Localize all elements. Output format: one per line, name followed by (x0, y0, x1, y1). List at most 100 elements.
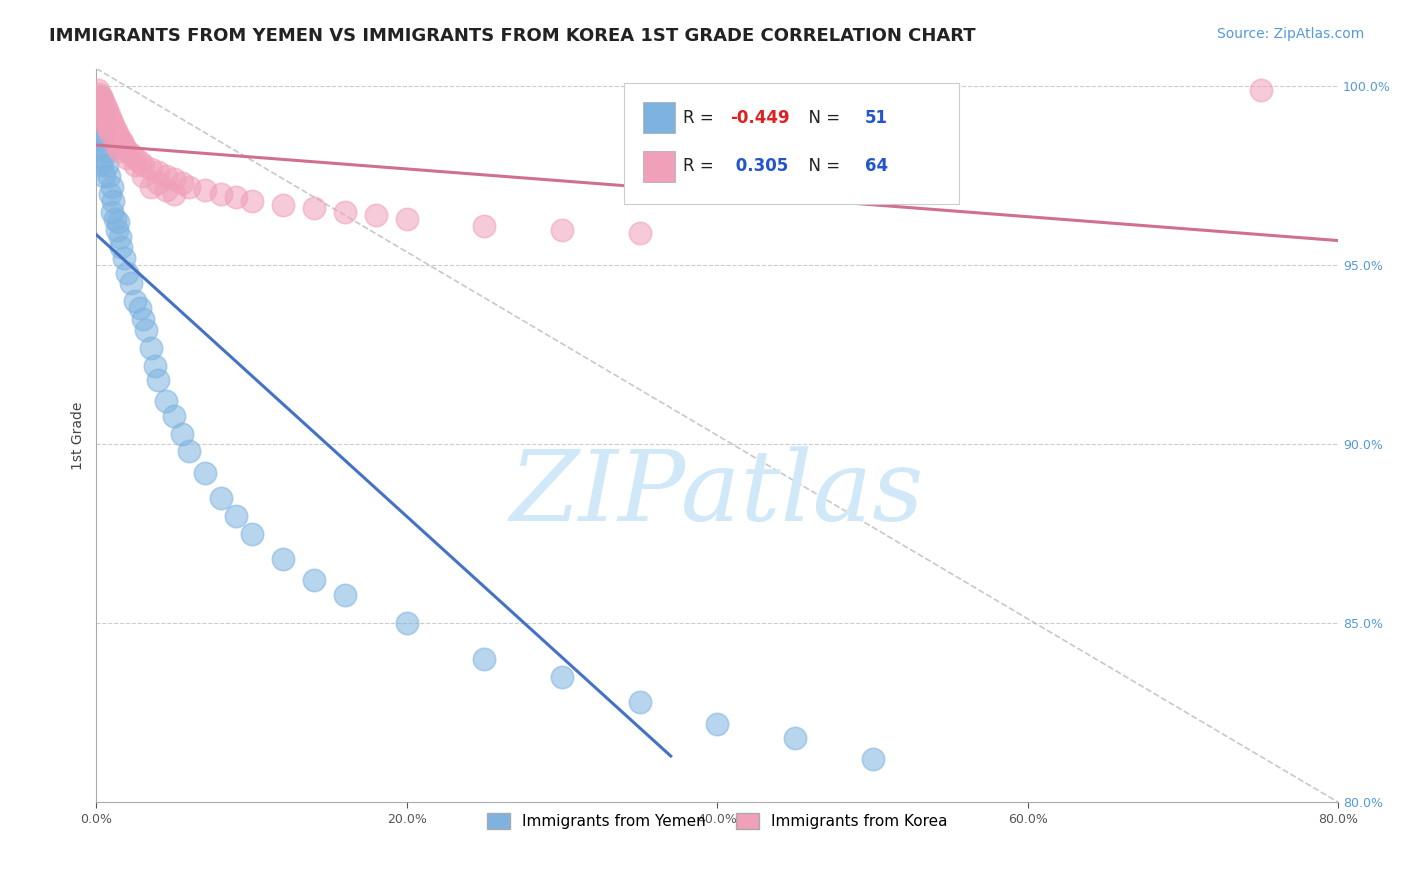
Point (103, 119, 125, 133)
Text: R =: R = (682, 109, 718, 127)
Point (98, 186, 121, 201)
Point (333, 588, 356, 602)
Point (96, 104, 118, 119)
Point (271, 552, 294, 566)
Point (474, 219, 496, 233)
Point (132, 312, 155, 326)
Point (93, 169, 115, 183)
Point (139, 179, 162, 194)
Point (194, 466, 217, 480)
Point (97, 108, 120, 122)
Point (90, 90, 112, 104)
Point (108, 229, 131, 244)
Text: 51: 51 (865, 109, 889, 127)
Point (93, 108, 115, 122)
Point (139, 341, 162, 355)
Point (112, 251, 135, 265)
Y-axis label: 1st Grade: 1st Grade (72, 401, 86, 469)
Point (103, 194, 125, 208)
Text: R =: R = (682, 157, 718, 175)
Point (89, 94, 111, 108)
Point (240, 194, 263, 208)
Point (97, 169, 120, 183)
Point (862, 752, 884, 766)
Point (110, 240, 132, 254)
Point (139, 161, 162, 176)
Point (395, 616, 418, 631)
Point (108, 144, 131, 158)
Point (132, 169, 155, 183)
Point (98, 112, 121, 126)
Point (155, 183, 177, 197)
Point (91, 101, 114, 115)
FancyBboxPatch shape (624, 83, 959, 204)
Point (87, 83, 110, 97)
Point (148, 165, 170, 179)
Point (96, 112, 118, 126)
Point (87, 90, 110, 104)
Point (94, 115, 117, 129)
Point (132, 158, 155, 172)
Legend: Immigrants from Yemen, Immigrants from Korea: Immigrants from Yemen, Immigrants from K… (481, 806, 953, 835)
Point (128, 301, 150, 316)
Point (97, 115, 120, 129)
Point (225, 508, 247, 523)
Text: -0.449: -0.449 (730, 109, 789, 127)
Point (96, 119, 118, 133)
Point (105, 222, 128, 236)
Point (706, 716, 728, 731)
Point (111, 136, 134, 151)
Point (117, 151, 139, 165)
Point (333, 204, 356, 219)
Point (89, 140, 111, 154)
Text: IMMIGRANTS FROM YEMEN VS IMMIGRANTS FROM KOREA 1ST GRADE CORRELATION CHART: IMMIGRANTS FROM YEMEN VS IMMIGRANTS FROM… (49, 27, 976, 45)
Point (271, 197, 294, 211)
Point (209, 186, 232, 201)
Text: N =: N = (799, 109, 845, 127)
Point (364, 208, 387, 222)
Point (143, 359, 166, 373)
Point (179, 444, 201, 458)
Point (163, 186, 186, 201)
Point (107, 140, 129, 154)
Point (87, 97, 110, 112)
Point (117, 144, 139, 158)
Point (148, 176, 170, 190)
Point (104, 211, 127, 226)
Text: 0.305: 0.305 (730, 157, 787, 175)
FancyBboxPatch shape (643, 151, 675, 181)
FancyBboxPatch shape (643, 103, 675, 133)
Text: 64: 64 (865, 157, 889, 175)
Point (628, 226, 651, 240)
Point (91, 94, 114, 108)
Point (112, 140, 135, 154)
Point (395, 211, 418, 226)
Text: Source: ZipAtlas.com: Source: ZipAtlas.com (1216, 27, 1364, 41)
Point (91, 126, 114, 140)
Point (93, 97, 115, 112)
Point (105, 126, 128, 140)
Point (783, 731, 806, 745)
Point (101, 204, 124, 219)
Point (117, 266, 139, 280)
Point (90, 158, 112, 172)
Point (163, 409, 186, 423)
Point (107, 215, 129, 229)
Point (90, 90, 112, 104)
Point (90, 133, 112, 147)
Point (91, 151, 114, 165)
Point (135, 323, 157, 337)
Point (170, 176, 193, 190)
Point (108, 133, 131, 147)
Point (97, 122, 120, 136)
Point (124, 294, 146, 309)
Point (194, 183, 217, 197)
Text: N =: N = (799, 157, 845, 175)
Point (155, 394, 177, 409)
Point (240, 526, 263, 541)
Point (87, 122, 110, 136)
Point (110, 133, 132, 147)
Point (124, 151, 146, 165)
Point (107, 129, 129, 144)
Point (94, 144, 117, 158)
